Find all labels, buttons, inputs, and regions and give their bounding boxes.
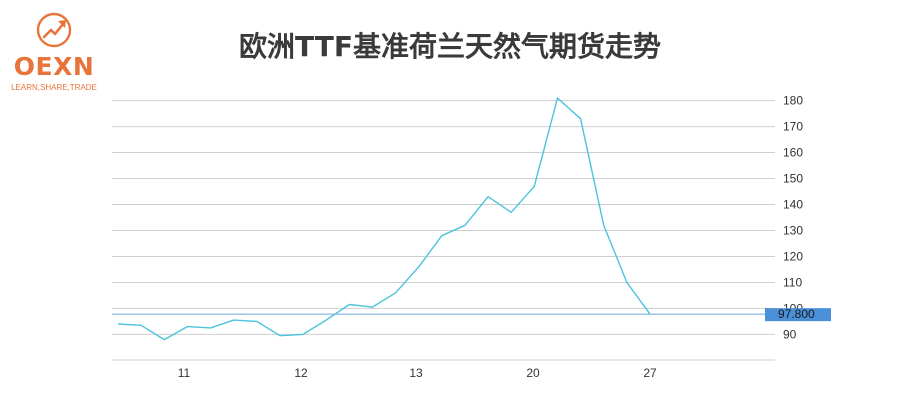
brand-tagline: LEARN,SHARE,TRADE <box>11 83 97 92</box>
y-tick-label: 180 <box>783 94 803 108</box>
y-tick-label: 160 <box>783 146 803 160</box>
last-value-badge <box>765 308 831 322</box>
x-tick-label: 12 <box>294 366 308 380</box>
trending-up-arrow-icon <box>36 12 72 48</box>
y-tick-label: 150 <box>783 172 803 186</box>
x-tick-label: 13 <box>409 366 423 380</box>
y-tick-label: 120 <box>783 249 803 263</box>
chart-title: 欧洲TTF基准荷兰天然气期货走势 <box>239 30 661 63</box>
x-tick-label: 11 <box>178 366 191 380</box>
y-tick-label: 170 <box>783 120 803 134</box>
price-series-line <box>117 97 651 341</box>
x-tick-label: 27 <box>643 366 657 380</box>
y-tick-label: 110 <box>783 275 802 289</box>
y-tick-label: 130 <box>783 223 803 237</box>
x-tick-label: 20 <box>526 366 540 380</box>
brand-name: OEXN <box>13 52 95 81</box>
y-tick-label: 90 <box>783 327 797 341</box>
brand-logo: OEXN LEARN,SHARE,TRADE <box>8 8 100 94</box>
y-tick-label: 140 <box>783 198 803 212</box>
last-value-label: 97.800 <box>778 307 815 321</box>
